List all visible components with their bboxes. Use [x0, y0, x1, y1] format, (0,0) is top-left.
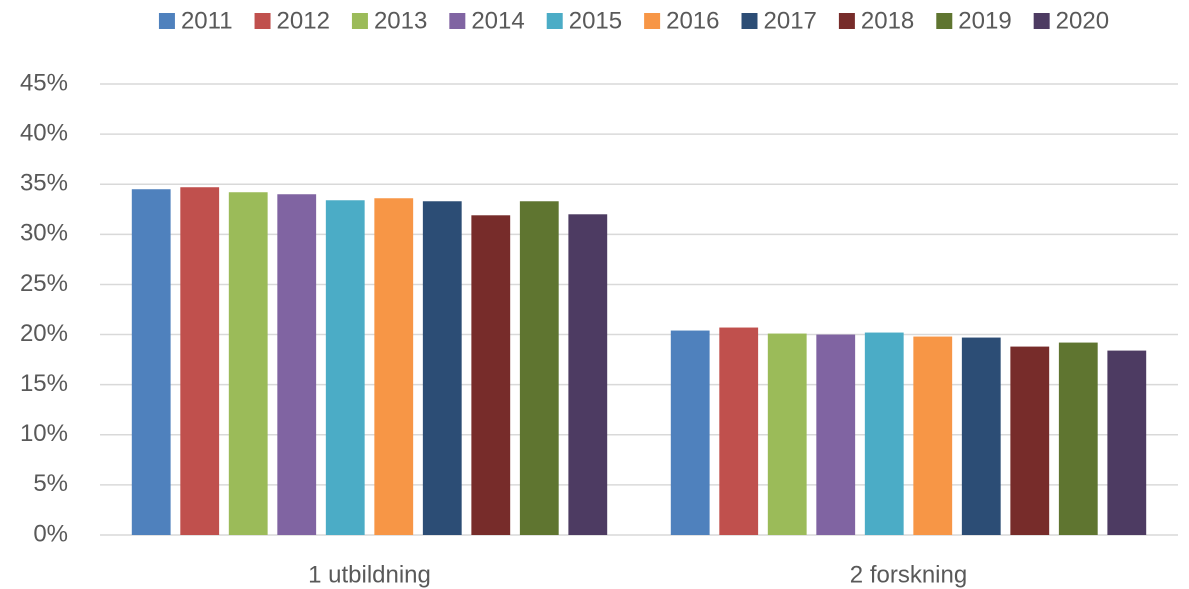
legend-swatch — [644, 13, 661, 29]
bar — [131, 189, 171, 535]
bar — [519, 201, 559, 535]
legend-label: 2015 — [569, 7, 622, 34]
legend-swatch — [1033, 13, 1050, 29]
bar — [1010, 346, 1050, 535]
y-tick-label: 45% — [20, 69, 68, 96]
bar — [325, 200, 365, 535]
legend-swatch — [254, 13, 271, 29]
bar — [913, 336, 953, 535]
legend-label: 2016 — [666, 7, 719, 34]
bar — [864, 332, 904, 535]
y-tick-label: 5% — [33, 470, 68, 497]
bar — [180, 187, 220, 535]
legend-label: 2017 — [764, 7, 817, 34]
y-tick-label: 15% — [20, 370, 68, 397]
bar — [1107, 350, 1147, 535]
legend-swatch — [936, 13, 953, 29]
bar — [1058, 342, 1098, 535]
legend-swatch — [741, 13, 758, 29]
legend-swatch — [546, 13, 563, 29]
legend-label: 2011 — [181, 7, 233, 34]
y-tick-label: 25% — [20, 270, 68, 297]
bar — [816, 334, 856, 535]
bar — [670, 330, 710, 535]
bar — [228, 192, 268, 536]
legend-swatch — [449, 13, 466, 29]
bar — [961, 337, 1001, 535]
x-tick-label: 2 forskning — [850, 561, 967, 588]
legend-label: 2013 — [374, 7, 427, 34]
legend-swatch — [351, 13, 368, 29]
legend-swatch — [158, 13, 175, 29]
legend-label: 2019 — [958, 7, 1011, 34]
y-tick-label: 0% — [33, 520, 68, 547]
legend-label: 2012 — [277, 7, 330, 34]
legend-label: 2018 — [861, 7, 914, 34]
bar — [422, 201, 462, 535]
y-tick-label: 40% — [20, 119, 68, 146]
bar — [568, 214, 608, 536]
legend-label: 2014 — [471, 7, 524, 34]
y-tick-label: 30% — [20, 220, 68, 247]
bar — [277, 194, 317, 535]
y-tick-label: 35% — [20, 170, 68, 197]
legend-swatch — [838, 13, 855, 29]
legend-label: 2020 — [1056, 7, 1109, 34]
bar — [471, 215, 511, 535]
bar — [767, 333, 807, 535]
y-tick-label: 20% — [20, 320, 68, 347]
bar — [374, 198, 414, 535]
x-tick-label: 1 utbildning — [308, 561, 431, 588]
y-tick-label: 10% — [20, 420, 68, 447]
bar — [719, 327, 759, 535]
